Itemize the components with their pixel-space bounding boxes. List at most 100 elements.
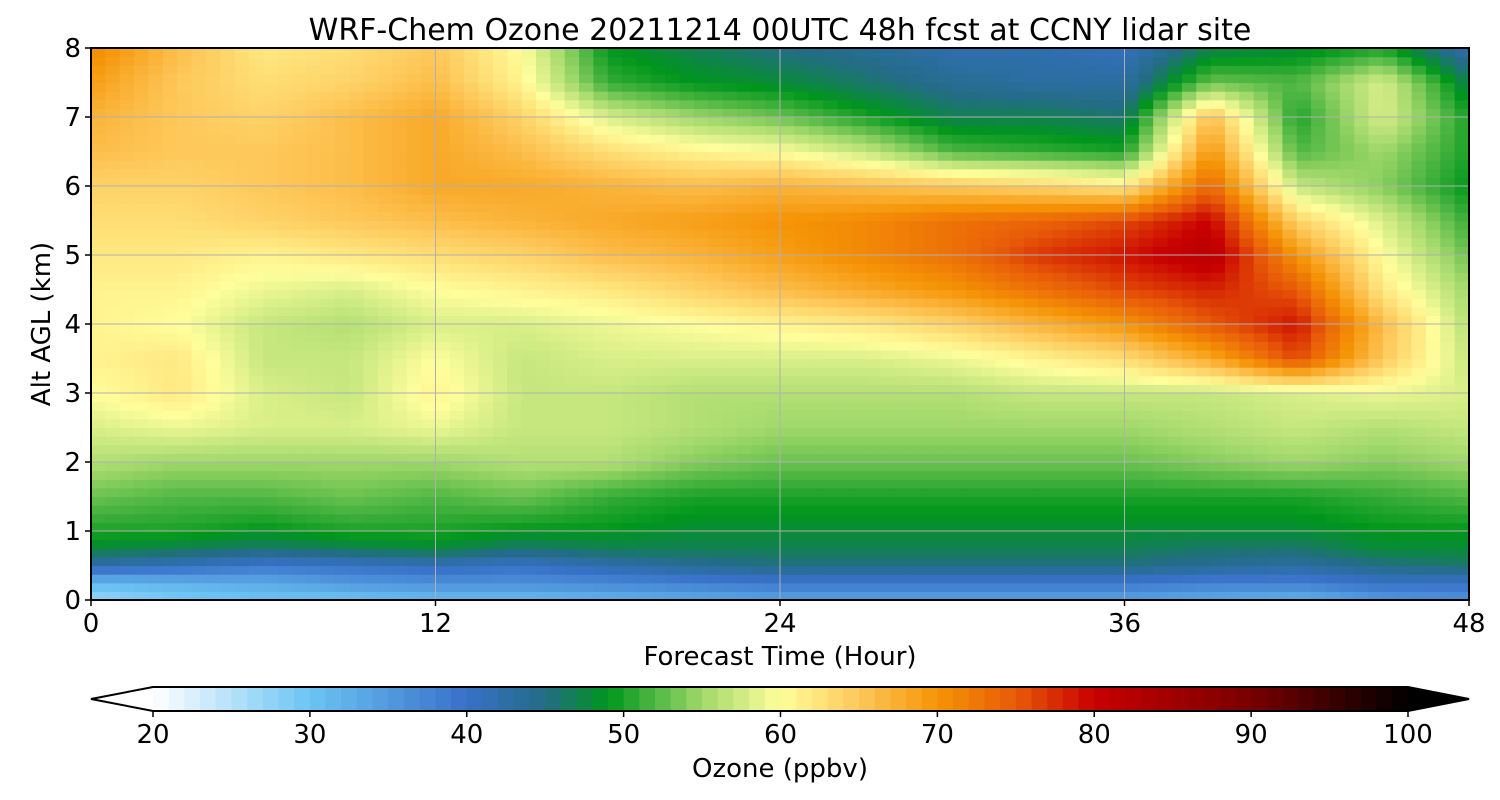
heatmap-cell <box>736 298 752 308</box>
heatmap-cell <box>1081 496 1097 506</box>
heatmap-cell <box>751 237 767 247</box>
heatmap-cell <box>119 548 135 558</box>
heatmap-cell <box>866 582 882 592</box>
heatmap-cell <box>866 272 882 282</box>
heatmap-cell <box>866 591 882 601</box>
heatmap-cell <box>593 487 609 498</box>
heatmap-cell <box>665 436 681 446</box>
heatmap-cell <box>1009 48 1025 58</box>
heatmap-cell <box>679 436 695 446</box>
heatmap-cell <box>220 125 236 135</box>
heatmap-cell <box>564 220 580 230</box>
heatmap-cell <box>91 341 106 351</box>
heatmap-cell <box>263 229 279 239</box>
heatmap-cell <box>564 315 580 325</box>
heatmap-cell <box>449 367 465 377</box>
heatmap-cell <box>866 298 882 308</box>
heatmap-cell <box>234 539 250 549</box>
heatmap-cell <box>191 73 207 84</box>
heatmap-cell <box>521 237 537 247</box>
heatmap-cell <box>909 125 925 135</box>
heatmap-cell <box>1067 108 1083 118</box>
heatmap-cell <box>564 194 580 204</box>
heatmap-cell <box>650 341 666 351</box>
heatmap-cell <box>349 168 365 178</box>
heatmap-cell <box>335 349 350 360</box>
heatmap-cell <box>148 444 164 454</box>
heatmap-cell <box>966 73 982 84</box>
heatmap-cell <box>708 108 724 118</box>
heatmap-cell <box>119 574 135 584</box>
heatmap-cell <box>1167 401 1183 411</box>
heatmap-cell <box>866 194 882 204</box>
heatmap-cell <box>378 186 394 196</box>
heatmap-cell <box>923 160 939 170</box>
heatmap-cell <box>736 186 752 196</box>
heatmap-cell <box>1038 211 1054 222</box>
heatmap-cell <box>1167 73 1183 84</box>
heatmap-cell <box>363 349 379 360</box>
heatmap-cell <box>909 548 925 558</box>
heatmap-cell <box>780 255 795 265</box>
heatmap-cell <box>478 177 494 187</box>
heatmap-cell <box>435 246 451 256</box>
heatmap-cell <box>1124 142 1140 153</box>
heatmap-cell <box>765 539 781 549</box>
heatmap-cell <box>507 117 523 127</box>
heatmap-cell <box>320 496 336 506</box>
heatmap-cell <box>866 237 882 247</box>
heatmap-cell <box>665 99 681 109</box>
heatmap-cell <box>851 280 867 291</box>
heatmap-cell <box>521 134 537 144</box>
heatmap-cell <box>134 367 150 377</box>
heatmap-cell <box>722 263 738 273</box>
heatmap-cell <box>866 108 882 118</box>
heatmap-cell <box>134 229 150 239</box>
heatmap-cell <box>507 418 523 429</box>
heatmap-cell <box>980 82 996 92</box>
heatmap-cell <box>177 134 193 144</box>
heatmap-cell <box>1081 513 1097 523</box>
heatmap-cell <box>665 306 681 316</box>
heatmap-cell <box>1181 582 1197 592</box>
heatmap-cell <box>1138 591 1154 601</box>
heatmap-cell <box>1110 151 1126 161</box>
heatmap-cell <box>1052 539 1068 549</box>
heatmap-cell <box>306 470 322 480</box>
heatmap-cell <box>234 548 250 558</box>
heatmap-cell <box>162 505 178 515</box>
heatmap-cell <box>435 444 451 454</box>
heatmap-cell <box>722 134 738 144</box>
heatmap-cell <box>794 56 810 66</box>
heatmap-cell <box>291 384 307 394</box>
heatmap-cell <box>851 263 867 273</box>
heatmap-cell <box>148 289 164 299</box>
heatmap-cell <box>363 306 379 316</box>
heatmap-cell <box>535 462 551 472</box>
heatmap-cell <box>406 505 422 515</box>
heatmap-cell <box>564 349 580 360</box>
heatmap-cell <box>1038 229 1054 239</box>
heatmap-cell <box>320 272 336 282</box>
heatmap-cell <box>1081 211 1097 222</box>
heatmap-cell <box>248 134 264 144</box>
heatmap-cell <box>277 82 293 92</box>
heatmap-cell <box>1110 134 1126 144</box>
heatmap-cell <box>363 142 379 153</box>
heatmap-cell <box>808 65 824 75</box>
heatmap-cell <box>980 315 996 325</box>
heatmap-cell <box>234 487 250 498</box>
heatmap-cell <box>492 142 508 153</box>
heatmap-cell <box>363 220 379 230</box>
heatmap-cell <box>937 358 953 368</box>
heatmap-cell <box>1196 73 1212 84</box>
heatmap-cell <box>1038 108 1054 118</box>
heatmap-cell <box>277 358 293 368</box>
heatmap-cell <box>579 272 594 282</box>
heatmap-cell <box>751 582 767 592</box>
heatmap-cell <box>535 565 551 575</box>
heatmap-cell <box>363 168 379 178</box>
heatmap-cell <box>708 401 724 411</box>
heatmap-cell <box>521 91 537 101</box>
heatmap-cell <box>794 289 810 299</box>
